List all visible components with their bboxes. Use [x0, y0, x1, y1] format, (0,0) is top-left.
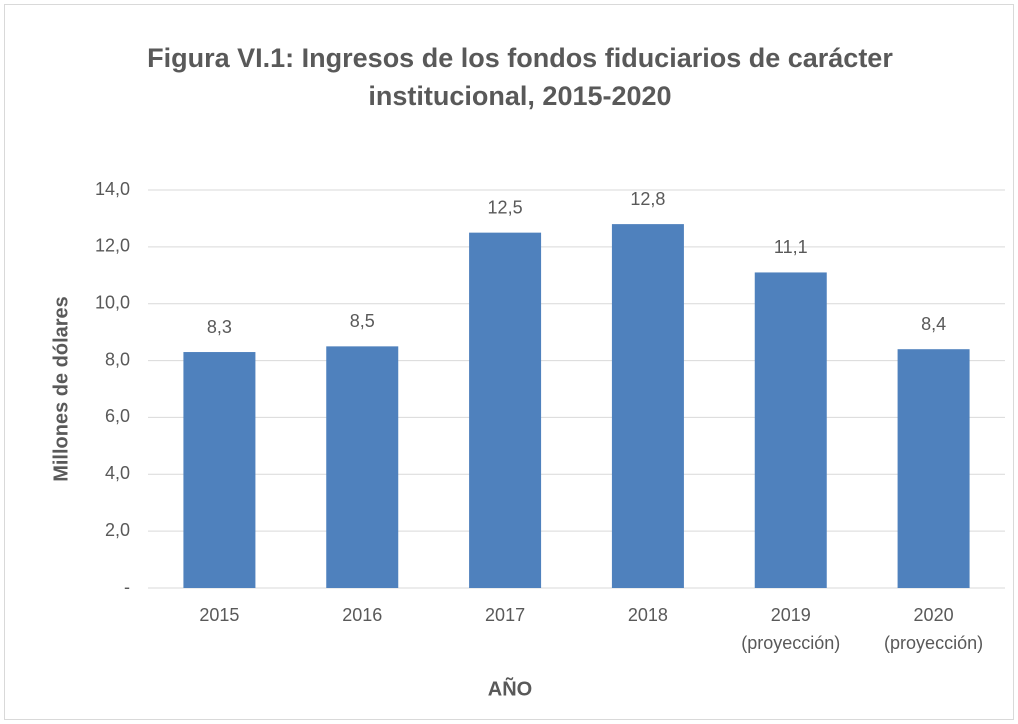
x-tick-label: 2019: [771, 605, 811, 625]
bar: [897, 349, 970, 588]
x-tick-label: 2017: [485, 605, 525, 625]
chart-title: Figura VI.1: Ingresos de los fondos fidu…: [147, 43, 893, 73]
bar: [754, 272, 827, 588]
data-label: 12,8: [630, 189, 665, 209]
y-axis-title: Millones de dólares: [50, 296, 72, 482]
data-label: 8,5: [350, 311, 375, 331]
x-tick-label: 2016: [342, 605, 382, 625]
bar: [183, 352, 256, 588]
y-tick-label: 12,0: [95, 236, 130, 256]
bar: [611, 224, 684, 588]
y-tick-label: 10,0: [95, 292, 130, 312]
y-tick-label: 2,0: [105, 520, 130, 540]
y-tick-label: -: [124, 577, 130, 597]
data-label: 11,1: [774, 237, 808, 257]
x-tick-label: 2015: [199, 605, 239, 625]
y-tick-label: 4,0: [105, 463, 130, 483]
y-tick-label: 8,0: [105, 349, 130, 369]
x-tick-label: (proyección): [884, 633, 983, 653]
data-label: 8,4: [921, 314, 946, 334]
x-axis-title: AÑO: [488, 677, 532, 700]
x-tick-label: (proyección): [741, 633, 840, 653]
data-label: 12,5: [488, 197, 523, 217]
data-label: 8,3: [207, 317, 232, 337]
x-tick-label: 2018: [628, 605, 668, 625]
bar: [326, 346, 399, 588]
chart-title: institucional, 2015-2020: [368, 81, 671, 111]
y-tick-label: 6,0: [105, 406, 130, 426]
x-tick-label: 2020: [914, 605, 954, 625]
y-tick-label: 14,0: [95, 179, 130, 199]
bar: [469, 232, 542, 588]
